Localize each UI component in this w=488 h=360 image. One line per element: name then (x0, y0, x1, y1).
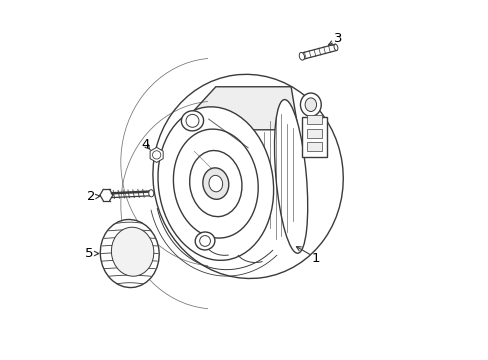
Circle shape (185, 114, 199, 127)
Ellipse shape (153, 75, 343, 279)
Text: 5: 5 (85, 247, 94, 260)
Ellipse shape (158, 107, 273, 260)
Ellipse shape (189, 150, 242, 217)
Ellipse shape (203, 168, 228, 199)
Ellipse shape (148, 190, 153, 197)
Ellipse shape (181, 111, 203, 131)
Polygon shape (176, 87, 298, 130)
Ellipse shape (305, 98, 316, 112)
Text: 1: 1 (311, 252, 320, 265)
Text: 4: 4 (141, 138, 149, 151)
Bar (306, 129, 322, 138)
Ellipse shape (195, 232, 214, 250)
Circle shape (152, 151, 161, 159)
Ellipse shape (333, 44, 337, 50)
Ellipse shape (278, 93, 310, 260)
Circle shape (199, 235, 210, 246)
Text: 3: 3 (333, 32, 341, 45)
Text: 2: 2 (86, 190, 95, 203)
Bar (301, 117, 326, 157)
Ellipse shape (111, 227, 154, 276)
Ellipse shape (100, 220, 159, 288)
Ellipse shape (300, 93, 321, 116)
Ellipse shape (299, 53, 304, 60)
Bar (306, 115, 322, 124)
Bar (306, 142, 322, 151)
Ellipse shape (173, 129, 258, 238)
Polygon shape (150, 147, 163, 162)
Ellipse shape (274, 100, 307, 253)
Ellipse shape (208, 175, 222, 192)
